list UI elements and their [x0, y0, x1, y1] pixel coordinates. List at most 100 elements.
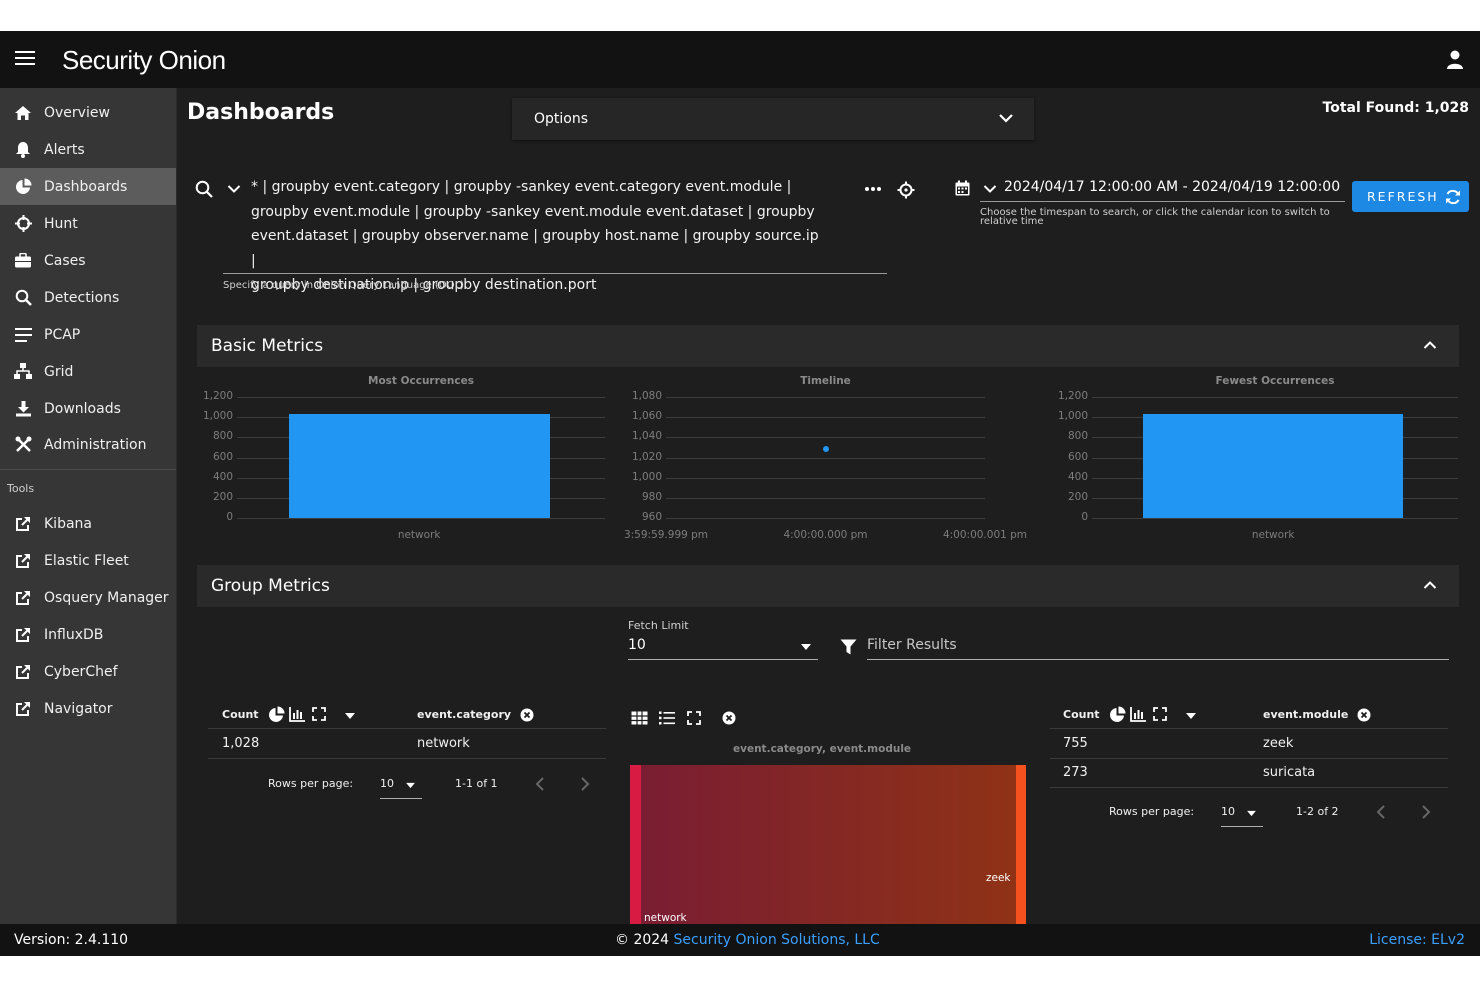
- event-category-table: Count event.category 1,028 network Rows …: [208, 694, 606, 808]
- sidebar-item-label: Kibana: [44, 515, 92, 532]
- rows-per-page-select[interactable]: 10: [380, 777, 394, 790]
- external-link-icon: [14, 515, 32, 533]
- chevron-right-icon[interactable]: [580, 777, 590, 791]
- chevron-up-icon[interactable]: [1423, 340, 1437, 350]
- bar-chart-icon[interactable]: [1130, 707, 1146, 722]
- remove-icon[interactable]: [520, 708, 534, 722]
- remove-icon[interactable]: [1357, 708, 1371, 722]
- company-link[interactable]: Security Onion Solutions, LLC: [673, 932, 880, 948]
- license-link[interactable]: License: ELv2: [1369, 932, 1465, 948]
- bar-chart-icon[interactable]: [289, 707, 305, 722]
- refresh-button[interactable]: REFRESH: [1352, 181, 1469, 212]
- sankey-node-network: [630, 765, 641, 925]
- user-icon[interactable]: [1446, 50, 1464, 70]
- search-icon[interactable]: [195, 180, 213, 198]
- fetch-limit-select[interactable]: 10: [628, 637, 646, 653]
- sidebar-item-osquery-manager[interactable]: Osquery Manager: [0, 579, 176, 616]
- pie-chart-icon[interactable]: [268, 706, 285, 723]
- sidebar-item-cases[interactable]: Cases: [0, 242, 176, 279]
- total-found: Total Found: 1,028: [1322, 100, 1469, 116]
- sankey-diagram: [630, 765, 1026, 925]
- sidebar-item-detections[interactable]: Detections: [0, 279, 176, 316]
- expand-icon[interactable]: [687, 711, 701, 725]
- sidebar-item-influxdb[interactable]: InfluxDB: [0, 616, 176, 653]
- y-tick-label: 800: [1067, 430, 1088, 443]
- value-cell[interactable]: suricata: [1263, 765, 1316, 780]
- chevron-down-icon: [999, 114, 1013, 123]
- options-label: Options: [534, 111, 589, 127]
- pagination-range: 1-1 of 1: [455, 777, 498, 790]
- list-view-icon[interactable]: [659, 711, 675, 725]
- more-options-icon[interactable]: [865, 187, 881, 191]
- rows-per-page-label: Rows per page:: [1109, 805, 1195, 818]
- y-tick-label: 400: [212, 470, 233, 483]
- event-module-table: Count event.module 755 zeek 273 suricata…: [1050, 694, 1448, 836]
- sidebar-item-grid[interactable]: Grid: [0, 353, 176, 390]
- y-tick-label: 1,020: [631, 450, 662, 463]
- expand-icon[interactable]: [1153, 707, 1167, 721]
- sidebar-item-hunt[interactable]: Hunt: [0, 205, 176, 242]
- y-tick-label: 1,060: [631, 410, 662, 423]
- sankey-right-label: zeek: [986, 872, 1011, 884]
- sidebar-item-dashboards[interactable]: Dashboards: [0, 168, 176, 205]
- chevron-down-icon[interactable]: [227, 184, 241, 194]
- gridline: [1092, 397, 1458, 398]
- y-tick-label: 400: [1067, 470, 1088, 483]
- count-header[interactable]: Count: [222, 708, 259, 721]
- chevron-left-icon[interactable]: [1376, 805, 1386, 819]
- chevron-right-icon[interactable]: [1421, 805, 1431, 819]
- bar[interactable]: [288, 414, 550, 518]
- briefcase-icon: [14, 252, 32, 270]
- table-divider: [1050, 758, 1448, 759]
- caret-down-icon[interactable]: [1185, 712, 1197, 720]
- y-tick-label: 1,200: [1057, 390, 1088, 402]
- sidebar-item-alerts[interactable]: Alerts: [0, 131, 176, 168]
- table-view-icon[interactable]: [631, 711, 648, 725]
- sidebar-item-kibana[interactable]: Kibana: [0, 505, 176, 542]
- sidebar-item-navigator[interactable]: Navigator: [0, 690, 176, 727]
- group-metrics-header[interactable]: Group Metrics: [197, 565, 1459, 607]
- chevron-left-icon[interactable]: [535, 777, 545, 791]
- value-cell[interactable]: network: [417, 736, 470, 751]
- remove-icon[interactable]: [722, 711, 736, 725]
- gridline: [666, 417, 985, 419]
- field-header[interactable]: event.module: [1263, 708, 1349, 721]
- crosshairs-icon[interactable]: [897, 181, 915, 199]
- value-cell[interactable]: zeek: [1263, 736, 1294, 751]
- field-header[interactable]: event.category: [417, 708, 512, 721]
- data-point[interactable]: [822, 446, 829, 453]
- filter-icon: [840, 639, 857, 655]
- sidebar-item-cyberchef[interactable]: CyberChef: [0, 653, 176, 690]
- sidebar-item-label: Hunt: [44, 215, 78, 232]
- caret-down-icon[interactable]: [344, 712, 356, 720]
- caret-down-icon[interactable]: [1246, 810, 1257, 817]
- query-input[interactable]: * | groupby event.category | groupby -sa…: [251, 179, 819, 293]
- rows-per-page-select[interactable]: 10: [1221, 805, 1235, 818]
- count-header[interactable]: Count: [1063, 708, 1100, 721]
- caret-down-icon[interactable]: [405, 782, 416, 789]
- calendar-icon[interactable]: [955, 180, 970, 196]
- filter-results-input[interactable]: Filter Results: [867, 637, 957, 653]
- gridline: [237, 397, 605, 398]
- menu-icon[interactable]: [15, 51, 35, 67]
- pie-chart-icon[interactable]: [1109, 706, 1126, 723]
- sidebar-item-label: Downloads: [44, 400, 121, 417]
- x-tick-label: 4:00:00.001 pm: [942, 529, 1028, 541]
- date-range-input[interactable]: 2024/04/17 12:00:00 AM - 2024/04/19 12:0…: [1004, 179, 1341, 195]
- sidebar-item-elastic-fleet[interactable]: Elastic Fleet: [0, 542, 176, 579]
- sidebar-item-downloads[interactable]: Downloads: [0, 390, 176, 427]
- rows-per-page-underline: [380, 798, 422, 799]
- chevron-up-icon[interactable]: [1423, 580, 1437, 590]
- options-expander[interactable]: Options: [512, 98, 1034, 140]
- external-link-icon: [14, 626, 32, 644]
- expand-icon[interactable]: [312, 707, 326, 721]
- sidebar-item-pcap[interactable]: PCAP: [0, 316, 176, 353]
- gridline: [666, 518, 985, 519]
- basic-metrics-header[interactable]: Basic Metrics: [197, 325, 1459, 367]
- chevron-down-icon[interactable]: [983, 184, 997, 194]
- sidebar-item-administration[interactable]: Administration: [0, 426, 176, 463]
- sidebar-item-overview[interactable]: Overview: [0, 94, 176, 131]
- network-icon: [14, 363, 32, 381]
- caret-down-icon[interactable]: [800, 643, 812, 651]
- bar[interactable]: [1143, 414, 1404, 518]
